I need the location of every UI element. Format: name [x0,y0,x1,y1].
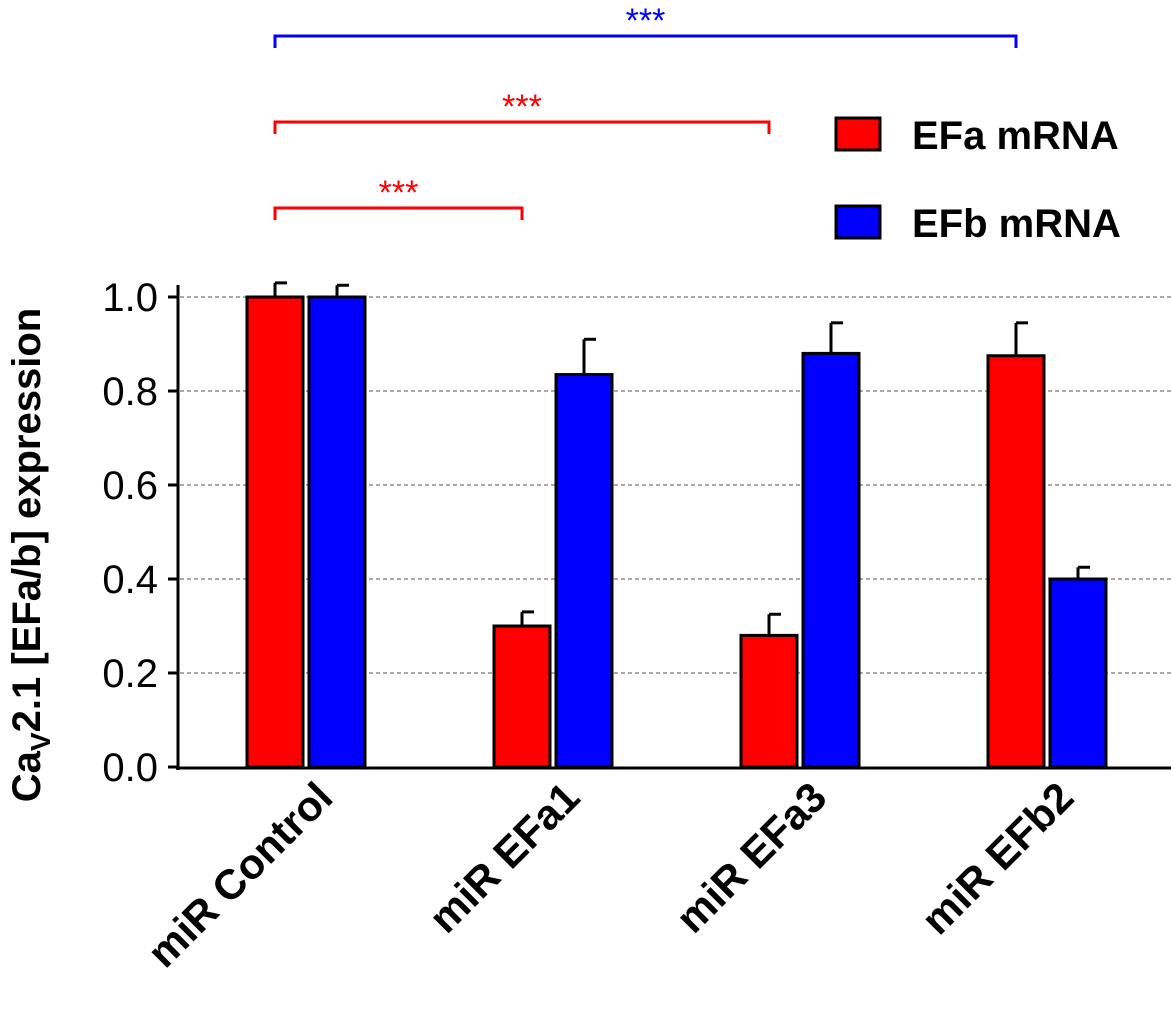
y-ticks: 0.0 0.2 0.4 0.6 0.8 1.0 [102,276,178,790]
y-axis-label-subscript: V [25,732,56,751]
significance-bracket [273,206,524,220]
legend-label: EFb mRNA [912,202,1121,246]
bar [739,633,799,769]
legend-swatch [834,204,882,240]
y-axis-label-prefix: Ca [5,750,49,802]
bars [245,281,1108,769]
x-tick-label: miR EFb2 [912,773,1082,943]
significance-bracket [273,120,771,134]
y-tick-label: 0.4 [102,558,158,602]
x-tick-label: miR EFa1 [420,773,589,942]
x-tick-label: miR EFa3 [667,773,836,942]
significance-bracket [273,34,1018,48]
y-tick-label: 0.2 [102,652,158,696]
y-axis-label: CaV2.1 [EFa/b] expression [5,308,56,802]
y-tick-label: 0.0 [102,746,158,790]
axes [176,285,1171,770]
bar [986,354,1046,769]
significance-label: *** [379,174,419,212]
legend-swatch [834,116,882,152]
y-tick-label: 0.6 [102,464,158,508]
bar [245,295,305,769]
legend: EFa mRNA EFb mRNA [834,114,1121,246]
y-tick-label: 0.8 [102,370,158,414]
y-axis-label-rest: 2.1 [EFa/b] expression [5,308,49,733]
bar [801,351,861,769]
legend-label: EFa mRNA [912,114,1119,158]
y-tick-label: 1.0 [102,276,158,320]
significance-label: *** [502,88,542,126]
bar [492,624,552,769]
bar [554,373,614,769]
significance-brackets: *** *** *** [273,2,1018,220]
bar [307,295,367,769]
x-tick-label: miR Control [138,773,341,976]
significance-label: *** [626,2,666,40]
x-tick-labels: miR Control miR EFa1 miR EFa3 miR EFb2 [138,773,1082,976]
bar [1048,577,1108,769]
